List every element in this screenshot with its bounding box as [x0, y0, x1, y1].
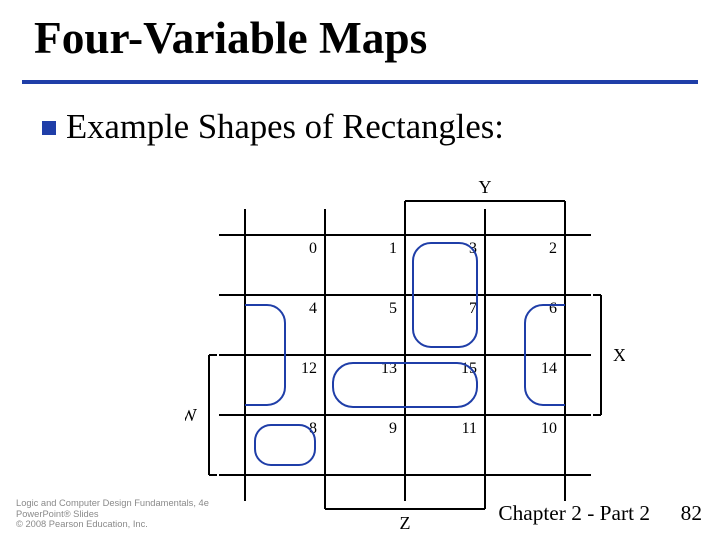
bullet-text: Example Shapes of Rectangles:: [66, 108, 504, 147]
credits-line-3: © 2008 Pearson Education, Inc.: [16, 519, 209, 530]
cell-index: 1: [389, 240, 397, 257]
cell-index: 10: [541, 420, 557, 437]
chapter-label: Chapter 2 - Part 2: [498, 501, 650, 526]
kmap-diagram: 0132457612131514891110YZXW: [185, 175, 625, 535]
cell-index: 5: [389, 300, 397, 317]
title-underline: [22, 80, 698, 84]
cell-index: 9: [389, 420, 397, 437]
axis-label-z: Z: [400, 513, 411, 533]
credits: Logic and Computer Design Fundamentals, …: [16, 498, 209, 530]
axis-label-x: X: [613, 345, 625, 365]
page-number: 82: [681, 501, 702, 526]
cell-index: 0: [309, 240, 317, 257]
cell-index: 11: [462, 420, 477, 437]
cell-index: 7: [469, 300, 477, 317]
cell-index: 6: [549, 300, 557, 317]
cell-index: 14: [541, 360, 557, 377]
axis-label-y: Y: [479, 177, 492, 197]
kmap-svg: 0132457612131514891110YZXW: [185, 175, 625, 535]
credits-line-1: Logic and Computer Design Fundamentals, …: [16, 498, 209, 509]
credits-line-2: PowerPoint® Slides: [16, 509, 209, 520]
slide-title: Four-Variable Maps: [34, 12, 427, 64]
cell-index: 12: [301, 360, 317, 377]
bullet-row: Example Shapes of Rectangles:: [42, 108, 504, 147]
axis-label-w: W: [185, 405, 197, 425]
bullet-square-icon: [42, 121, 56, 135]
cell-index: 2: [549, 240, 557, 257]
slide: Four-Variable Maps Example Shapes of Rec…: [0, 0, 720, 540]
cell-index: 4: [309, 300, 317, 317]
group-cell-8: [255, 425, 315, 465]
